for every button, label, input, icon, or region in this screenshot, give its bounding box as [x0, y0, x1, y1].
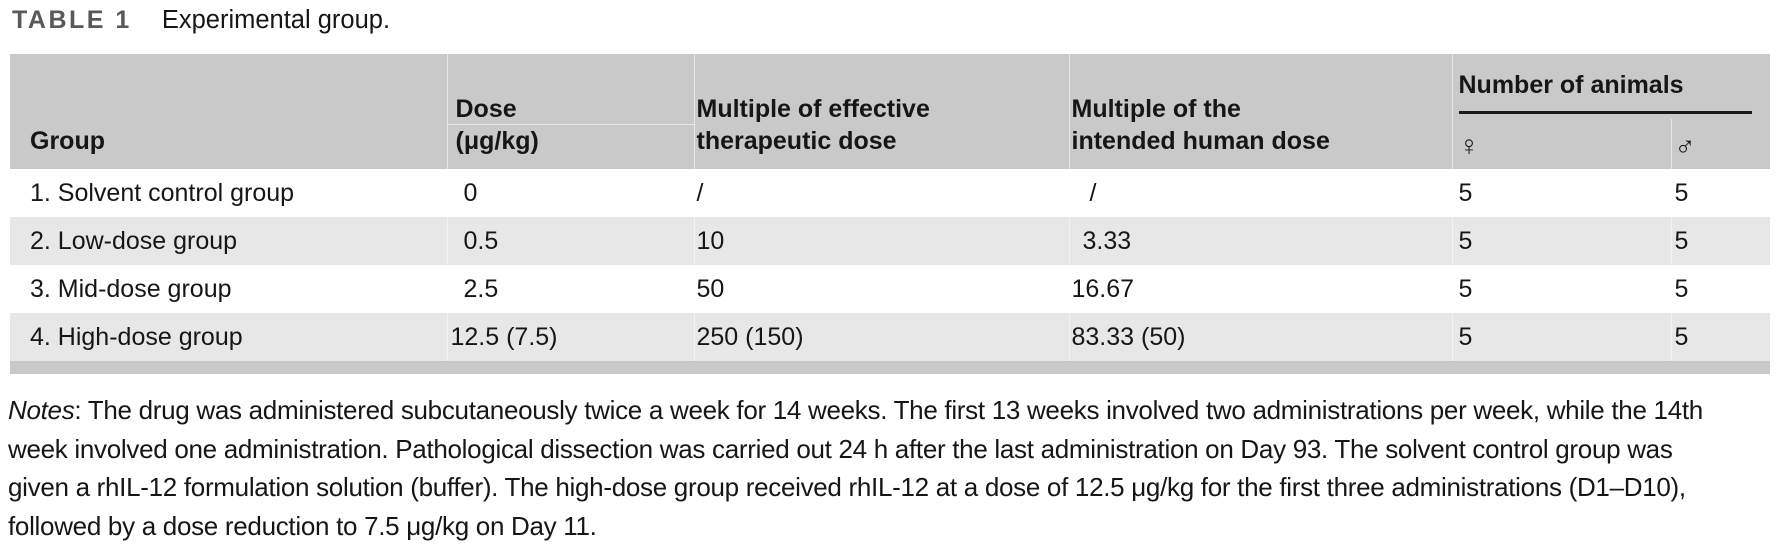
col-header-male: ♂: [1671, 119, 1770, 169]
male-count-cell: 5: [1671, 217, 1770, 265]
female-count-cell: 5: [1452, 169, 1671, 217]
group-cell: 1. Solvent control group: [10, 169, 447, 217]
col-header-multiple-effective-line2: therapeutic dose: [697, 125, 1069, 157]
experimental-group-table: Group Dose (μg/kg) Multiple of effective…: [10, 54, 1770, 374]
group-cell: 4. High-dose group: [10, 313, 447, 361]
header-row-top: Group Dose (μg/kg) Multiple of effective…: [10, 54, 1770, 119]
table-bottom-border: [10, 361, 1770, 374]
col-header-multiple-human-line2: intended human dose: [1072, 125, 1452, 157]
col-header-multiple-human-line1: Multiple of the: [1072, 93, 1452, 125]
col-header-dose-line2: (μg/kg): [456, 125, 694, 157]
dose-header-divider: [447, 124, 694, 125]
notes-line: followed by a dose reduction to 7.5 μg/k…: [8, 507, 1776, 545]
notes-line: given a rhIL-12 formulation solution (bu…: [8, 468, 1776, 507]
notes-line-1-text: : The drug was administered subcutaneous…: [74, 395, 1703, 425]
multiple-effective-cell: 10: [694, 217, 1069, 265]
multiple-effective-cell: 50: [694, 265, 1069, 313]
table-number-label: TABLE 1: [12, 6, 132, 35]
multiple-effective-cell: /: [694, 169, 1069, 217]
table-row: 1. Solvent control group 0 / / 5 5: [10, 169, 1770, 217]
group-cell: 2. Low-dose group: [10, 217, 447, 265]
multiple-human-cell: 16.67: [1069, 265, 1452, 313]
notes-line: week involved one administration. Pathol…: [8, 430, 1776, 469]
data-table: Group Dose (μg/kg) Multiple of effective…: [10, 54, 1770, 361]
table-header: Group Dose (μg/kg) Multiple of effective…: [10, 54, 1770, 169]
table-title: TABLE 1 Experimental group.: [12, 6, 390, 35]
table-row: 4. High-dose group 12.5 (7.5) 250 (150) …: [10, 313, 1770, 361]
female-count-cell: 5: [1452, 265, 1671, 313]
number-of-animals-label: Number of animals: [1459, 54, 1753, 114]
col-header-multiple-effective-line1: Multiple of effective: [697, 93, 1069, 125]
table-row: 3. Mid-dose group 2.5 50 16.67 5 5: [10, 265, 1770, 313]
group-cell: 3. Mid-dose group: [10, 265, 447, 313]
col-header-group-label: Group: [30, 125, 447, 157]
col-header-multiple-effective: Multiple of effective therapeutic dose: [694, 54, 1069, 169]
notes-line: Notes: The drug was administered subcuta…: [8, 391, 1776, 430]
col-header-number-of-animals: Number of animals: [1452, 54, 1770, 119]
table-notes: Notes: The drug was administered subcuta…: [8, 391, 1776, 545]
dose-cell: 0: [447, 169, 694, 217]
multiple-human-cell: 3.33: [1069, 217, 1452, 265]
col-header-female: ♀: [1452, 119, 1671, 169]
male-count-cell: 5: [1671, 313, 1770, 361]
col-header-dose: Dose (μg/kg): [447, 54, 694, 169]
female-count-cell: 5: [1452, 217, 1671, 265]
table-body: 1. Solvent control group 0 / / 5 5 2. Lo…: [10, 169, 1770, 361]
table-caption: Experimental group.: [162, 6, 390, 35]
dose-cell: 12.5 (7.5): [447, 313, 694, 361]
female-icon: ♀: [1459, 130, 1480, 161]
col-header-group: Group: [10, 54, 447, 169]
dose-cell: 2.5: [447, 265, 694, 313]
table-row: 2. Low-dose group 0.5 10 3.33 5 5: [10, 217, 1770, 265]
male-count-cell: 5: [1671, 265, 1770, 313]
multiple-effective-cell: 250 (150): [694, 313, 1069, 361]
dose-cell: 0.5: [447, 217, 694, 265]
male-count-cell: 5: [1671, 169, 1770, 217]
multiple-human-cell: 83.33 (50): [1069, 313, 1452, 361]
col-header-multiple-human: Multiple of the intended human dose: [1069, 54, 1452, 169]
notes-label: Notes: [8, 395, 74, 425]
multiple-human-cell: /: [1069, 169, 1452, 217]
male-icon: ♂: [1675, 130, 1696, 161]
col-header-dose-line1: Dose: [456, 93, 694, 125]
female-count-cell: 5: [1452, 313, 1671, 361]
